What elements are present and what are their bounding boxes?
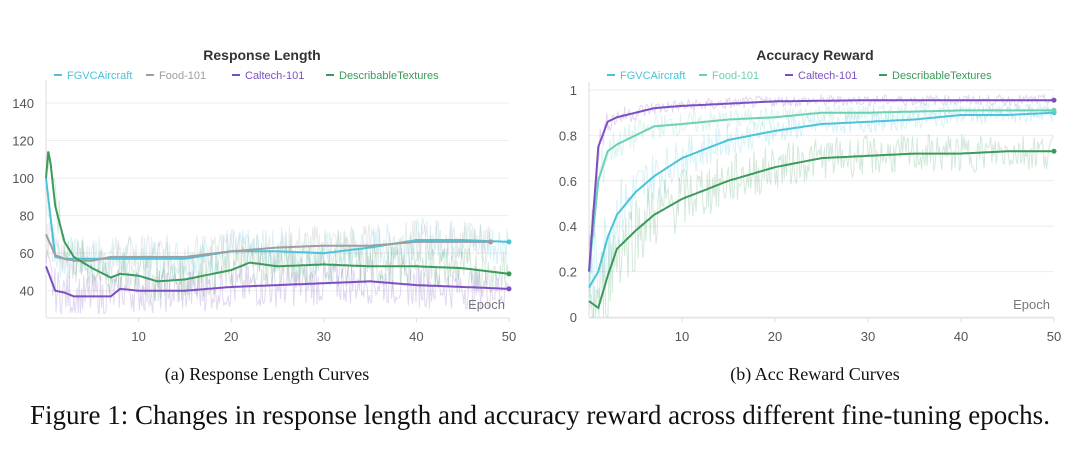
chart-accuracy-reward: Accuracy Reward FGVCAircraft Food-101 Calte… — [559, 47, 1061, 344]
y-tick-label: 0.8 — [559, 128, 577, 143]
y-tick-label: 80 — [20, 209, 34, 224]
y-tick-label: 0 — [570, 310, 577, 325]
series-line-food-101[interactable] — [45, 233, 491, 262]
series-end-point — [506, 286, 512, 292]
x-tick-label: 20 — [224, 329, 238, 344]
y-tick-label: 120 — [12, 134, 34, 149]
series-line-fgvcaircraft[interactable] — [588, 111, 1055, 288]
legend-label: FGVCAircraft — [67, 70, 132, 82]
legend-label: Food-101 — [159, 70, 206, 82]
x-tick-label: 40 — [409, 329, 423, 344]
chart-title: Response Length — [203, 47, 320, 63]
y-tick-label: 100 — [12, 171, 34, 186]
series-end-point — [1051, 107, 1057, 113]
chart-title: Accuracy Reward — [756, 47, 874, 63]
x-axis-label: Epoch — [468, 297, 505, 312]
raw-trace-describabletextures — [588, 134, 1054, 318]
series-end-point — [1051, 148, 1057, 154]
x-axis-label: Epoch — [1013, 297, 1050, 312]
legend-label: Caltech-101 — [245, 70, 304, 82]
subcaption-b: (b) Acc Reward Curves — [730, 364, 900, 384]
raw-trace-caltech-101 — [588, 93, 1054, 274]
x-tick-label: 10 — [131, 329, 145, 344]
legend-item[interactable]: Food-101 — [146, 70, 206, 82]
y-tick-label: 140 — [12, 96, 34, 111]
series-end-point — [1051, 97, 1057, 103]
series-line-describabletextures[interactable] — [588, 150, 1054, 310]
y-tick-label: 1 — [570, 83, 577, 98]
series-line-describabletextures[interactable] — [45, 151, 510, 283]
legend-label: Food-101 — [712, 70, 759, 82]
series-end-point — [506, 271, 512, 277]
series-line-food-101[interactable] — [588, 109, 1054, 272]
series-line-caltech-101[interactable] — [588, 99, 1054, 272]
legend-label: FGVCAircraft — [620, 70, 685, 82]
y-tick-label: 40 — [20, 284, 34, 299]
legend-item[interactable]: Caltech-101 — [232, 70, 304, 82]
raw-trace-fgvcaircraft — [588, 103, 1054, 318]
series-end-point — [506, 239, 512, 245]
x-tick-label: 30 — [861, 329, 875, 344]
subcaption-a: (a) Response Length Curves — [164, 364, 370, 384]
raw-trace-describabletextures — [45, 151, 509, 302]
legend-label: Caltech-101 — [798, 70, 857, 82]
series-end-point — [487, 239, 493, 245]
figure-charts: Response Length FGVCAircraft Food-101 Calte… — [12, 47, 1061, 344]
x-tick-label: 30 — [317, 329, 331, 344]
legend-label: DescribableTextures — [339, 70, 439, 82]
x-tick-label: 10 — [675, 329, 689, 344]
series-line-caltech-101[interactable] — [45, 265, 509, 298]
x-tick-label: 20 — [768, 329, 782, 344]
figure-caption: Figure 1: Changes in response length and… — [30, 400, 1050, 430]
y-tick-label: 0.2 — [559, 265, 577, 280]
legend-item[interactable]: Caltech-101 — [785, 70, 857, 82]
legend-label: DescribableTextures — [892, 70, 992, 82]
chart-response-length: Response Length FGVCAircraft Food-101 Calte… — [12, 47, 516, 344]
x-tick-label: 40 — [954, 329, 968, 344]
legend-item[interactable]: DescribableTextures — [879, 70, 992, 82]
y-tick-label: 0.4 — [559, 219, 577, 234]
series-line-fgvcaircraft[interactable] — [45, 177, 510, 260]
legend-item[interactable]: FGVCAircraft — [607, 70, 685, 82]
y-tick-label: 60 — [20, 246, 34, 261]
y-tick-label: 0.6 — [559, 174, 577, 189]
legend-item[interactable]: FGVCAircraft — [54, 70, 132, 82]
legend-item[interactable]: Food-101 — [699, 70, 759, 82]
x-tick-label: 50 — [502, 329, 516, 344]
x-tick-label: 50 — [1047, 329, 1061, 344]
legend-item[interactable]: DescribableTextures — [326, 70, 439, 82]
